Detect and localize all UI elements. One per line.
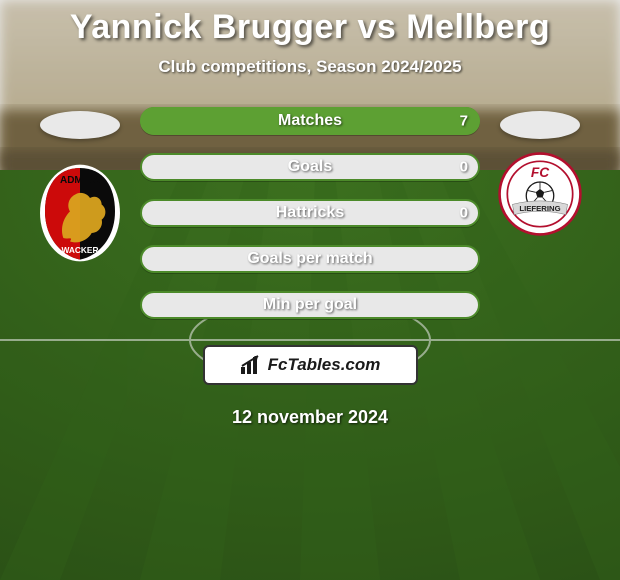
stat-bar-goals: Goals 0 (140, 153, 480, 181)
left-player-column: ADMIRA WACKER (20, 107, 140, 263)
svg-text:FC: FC (531, 165, 550, 180)
brand-text: FcTables.com (268, 355, 381, 375)
stat-bars: Matches 7 Goals 0 Hattricks 0 Goals per match M… (140, 107, 480, 319)
stat-label: Matches (278, 112, 342, 130)
bar-chart-icon (240, 355, 262, 375)
stat-label: Goals (288, 158, 332, 176)
stat-bar-min-per-goal: Min per goal (140, 291, 480, 319)
stat-bar-hattricks: Hattricks 0 (140, 199, 480, 227)
brand-badge[interactable]: FcTables.com (203, 345, 418, 385)
date-text: 12 november 2024 (0, 407, 620, 428)
svg-text:WACKER: WACKER (61, 245, 98, 255)
svg-text:ADMIRA: ADMIRA (60, 175, 100, 186)
left-club-badge: ADMIRA WACKER (30, 163, 130, 263)
stat-bar-goals-per-match: Goals per match (140, 245, 480, 273)
stat-label: Goals per match (247, 250, 372, 268)
stat-value-right: 7 (460, 113, 468, 130)
page-title: Yannick Brugger vs Mellberg (0, 8, 620, 47)
stat-value-right: 0 (460, 205, 468, 222)
svg-text:LIEFERING: LIEFERING (519, 204, 560, 213)
right-player-avatar (500, 111, 580, 139)
subtitle: Club competitions, Season 2024/2025 (0, 57, 620, 77)
stat-label: Min per goal (263, 296, 357, 314)
right-player-column: FC LIEFERING (480, 107, 600, 237)
stat-label: Hattricks (276, 204, 344, 222)
right-club-badge: FC LIEFERING (497, 151, 583, 237)
comparison-area: ADMIRA WACKER Matches7Goals0Hattricks0Go… (0, 107, 620, 319)
stat-value-right: 0 (460, 159, 468, 176)
left-player-avatar (40, 111, 120, 139)
stat-bar-matches: Matches 7 (140, 107, 480, 135)
